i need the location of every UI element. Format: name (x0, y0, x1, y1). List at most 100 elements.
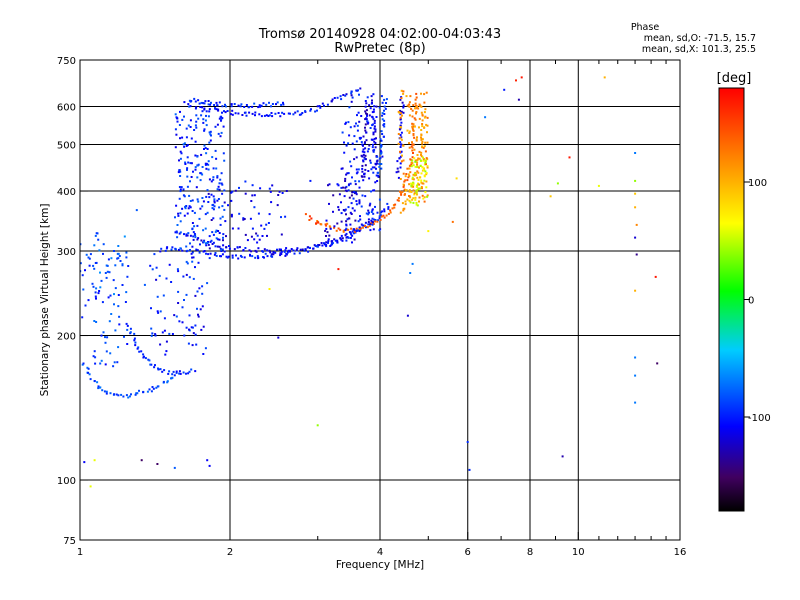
echo-point (385, 98, 388, 101)
echo-point (212, 195, 215, 198)
echo-point (89, 378, 92, 381)
echo-point (198, 217, 201, 220)
echo-point (209, 133, 212, 136)
echo-point (356, 114, 358, 117)
echo-point (191, 256, 194, 259)
echo-point (181, 118, 184, 121)
echo-point (361, 167, 364, 170)
echo-point (371, 146, 374, 149)
echo-point (114, 287, 117, 290)
echo-point (194, 266, 196, 269)
colorbar-ticks: 100 0 -100 (744, 178, 771, 424)
echo-point (159, 343, 162, 346)
echo-point (186, 212, 189, 215)
echo-point (250, 250, 253, 253)
echo-point (359, 136, 362, 139)
echo-point (353, 135, 356, 138)
echo-point (371, 115, 374, 118)
echo-point (406, 198, 409, 201)
echo-point (149, 363, 152, 366)
echo-point (105, 276, 108, 279)
echo-point (410, 182, 413, 185)
echo-point (127, 396, 130, 399)
echo-point (270, 105, 272, 108)
echo-point (423, 111, 426, 114)
echo-point (191, 210, 194, 212)
echo-point (426, 194, 429, 197)
echo-point (348, 134, 351, 137)
echo-point (218, 206, 221, 209)
echo-point (174, 216, 176, 219)
echo-point (268, 187, 271, 190)
echo-point (99, 386, 102, 389)
echo-point (361, 164, 364, 167)
echo-point (379, 146, 382, 149)
echo-point (353, 191, 355, 193)
echo-point (204, 162, 207, 165)
echo-point (425, 91, 428, 94)
echo-point (176, 120, 179, 123)
echo-point (377, 175, 380, 178)
echo-point (95, 287, 98, 290)
echo-point (325, 241, 328, 244)
echo-point (196, 290, 199, 293)
echo-point (380, 167, 383, 170)
echo-point (190, 176, 193, 178)
echo-point (221, 105, 224, 108)
echo-point (345, 185, 348, 188)
echo-point (365, 118, 368, 121)
echo-point (276, 101, 279, 104)
echo-point (415, 185, 418, 188)
echo-point (175, 371, 178, 374)
echo-point (344, 177, 347, 180)
echo-point (408, 130, 411, 133)
echo-point (143, 283, 146, 286)
echo-point (318, 244, 321, 247)
echo-point (95, 321, 98, 323)
echo-point (80, 262, 82, 265)
y-tick-label: 400 (57, 187, 76, 198)
echo-point (253, 194, 256, 197)
echo-point (397, 176, 400, 179)
echo-point (424, 150, 427, 153)
echo-point (263, 248, 266, 251)
echo-point (421, 138, 424, 141)
echo-point (176, 117, 179, 120)
echo-point (348, 196, 351, 199)
echo-point (364, 147, 367, 150)
echo-point (372, 108, 375, 111)
echo-point (378, 215, 381, 218)
echo-point (208, 110, 211, 113)
echo-point (201, 205, 204, 208)
echo-point (208, 131, 211, 134)
echo-point (353, 192, 356, 195)
echo-point (294, 111, 297, 114)
echo-point (125, 322, 128, 325)
echo-point (227, 255, 230, 258)
echo-point (411, 122, 414, 125)
echo-point (186, 168, 188, 171)
echo-point (165, 350, 168, 353)
echo-point (356, 124, 359, 127)
echo-point (411, 125, 414, 128)
echo-point (355, 172, 358, 175)
echo-point (372, 221, 374, 224)
echo-point (221, 183, 224, 186)
echo-point (216, 176, 219, 179)
echo-point (371, 209, 374, 212)
y-tick-label: 75 (63, 536, 76, 547)
echo-point (367, 218, 370, 221)
echo-point (406, 129, 409, 132)
echo-point (190, 368, 193, 371)
echo-point (409, 171, 412, 174)
echo-point (340, 212, 343, 215)
echo-point (402, 106, 405, 109)
echo-point (183, 233, 185, 236)
echo-point (214, 230, 217, 233)
echo-point (219, 217, 222, 220)
echo-point (364, 126, 366, 129)
echo-point (407, 176, 410, 179)
echo-point (361, 224, 364, 227)
echo-point (203, 102, 206, 105)
echo-point (412, 173, 415, 176)
